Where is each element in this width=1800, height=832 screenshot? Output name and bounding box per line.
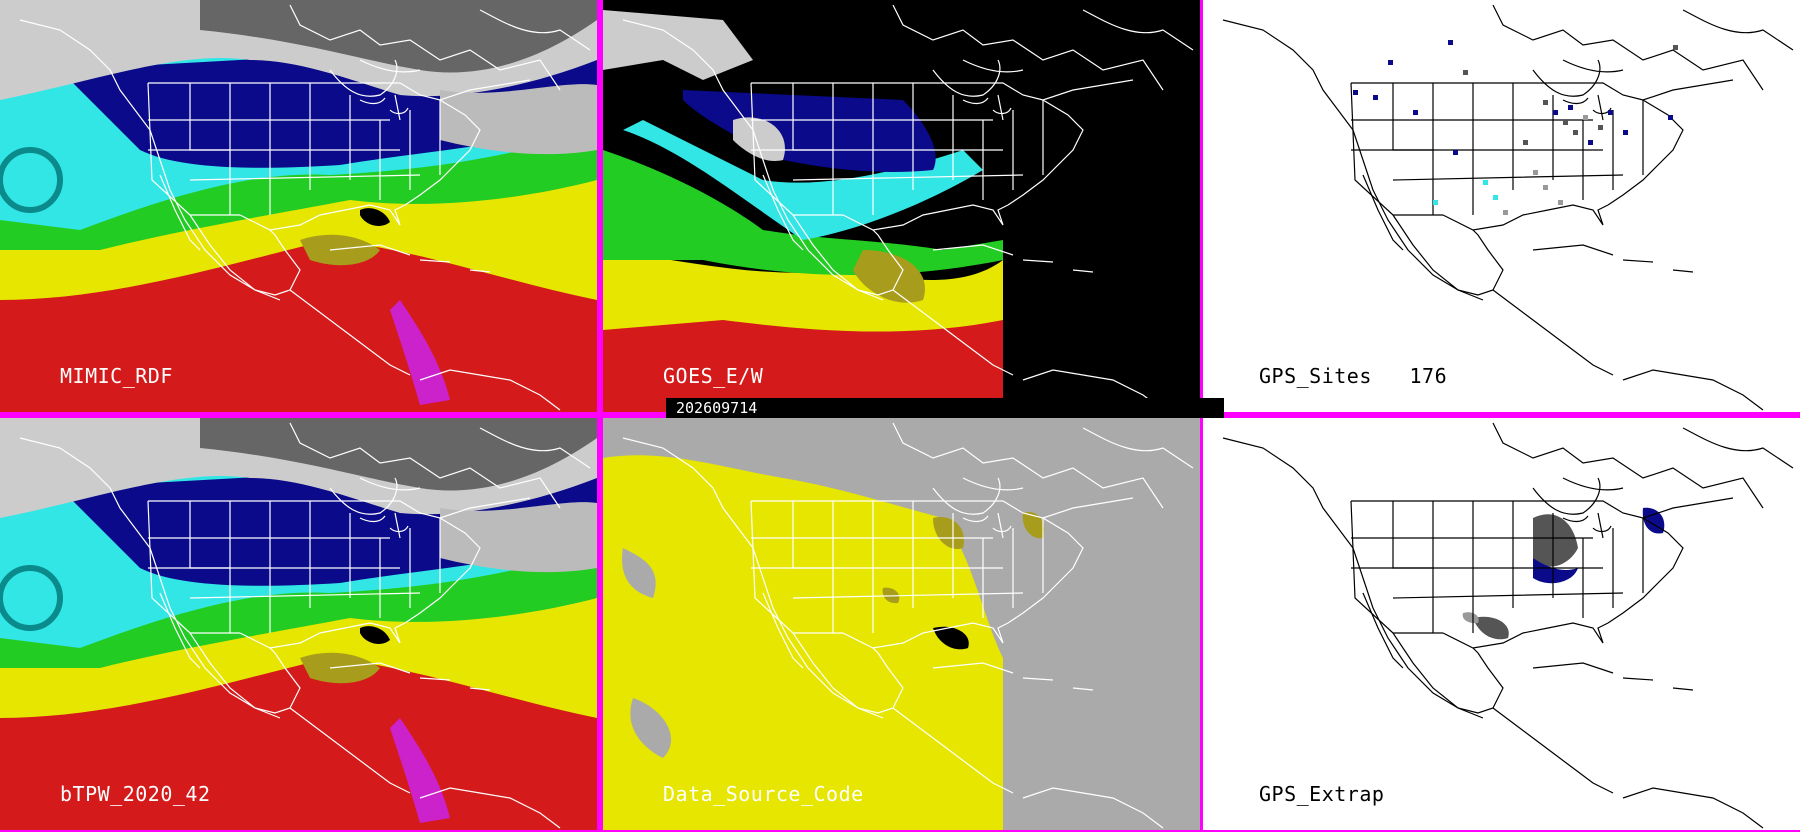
- map-panel-mimic: MIMIC_RDF: [0, 0, 597, 412]
- panel-label: GOES_E/W: [663, 364, 763, 388]
- goes-map: [603, 0, 1200, 412]
- panel-label: GPS_Sites 176: [1259, 364, 1447, 388]
- gps-extrap-map: [1203, 418, 1800, 830]
- panel-label: bTPW_2020_42: [60, 782, 211, 806]
- map-panel-gps-extrap: GPS_Extrap: [1203, 418, 1800, 830]
- gps-sites-map: [1203, 0, 1800, 412]
- map-panel-data-source: Data_Source_Code: [603, 418, 1200, 830]
- map-panel-btpw: bTPW_2020_42: [0, 418, 597, 830]
- panel-label: Data_Source_Code: [663, 782, 864, 806]
- timestamp-bar: 202609714: [666, 398, 1224, 418]
- tpw-map: [0, 0, 597, 412]
- btpw-map: [0, 418, 597, 830]
- panel-label: GPS_Extrap: [1259, 782, 1384, 806]
- map-panel-goes: GOES_E/W: [603, 0, 1200, 412]
- site-count: 176: [1410, 364, 1448, 388]
- map-panel-gps-sites: GPS_Sites 176: [1203, 0, 1800, 412]
- data-source-map: [603, 418, 1200, 830]
- panel-label: MIMIC_RDF: [60, 364, 173, 388]
